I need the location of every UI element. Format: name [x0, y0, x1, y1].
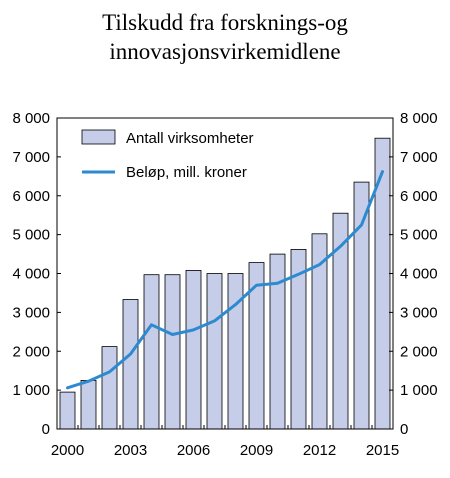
y-tick-label-right: 0 — [400, 421, 408, 438]
y-tick-label-left: 4 000 — [12, 266, 50, 283]
y-tick-label-left: 7 000 — [12, 149, 50, 166]
legend-label-line: Beløp, mill. kroner — [126, 164, 247, 181]
y-tick-label-right: 5 000 — [400, 227, 438, 244]
x-tick-label: 2000 — [51, 442, 84, 459]
y-tick-label-right: 6 000 — [400, 188, 438, 205]
bar — [143, 274, 160, 430]
bar — [59, 391, 76, 430]
x-tick-label: 2006 — [177, 442, 210, 459]
bar — [206, 273, 223, 430]
y-tick-label-right: 3 000 — [400, 304, 438, 321]
line-path — [66, 170, 384, 390]
axes: 0 0 1 000 1 000 2 000 2 000 3 000 3 000 4 000 4 0… — [12, 110, 437, 459]
x-tick-label: 2015 — [366, 442, 399, 459]
y-tick-label-right: 7 000 — [400, 149, 438, 166]
y-tick-label-left: 6 000 — [12, 188, 50, 205]
y-tick-label-right: 8 000 — [400, 110, 438, 127]
x-tick-label: 2003 — [114, 442, 147, 459]
bar — [101, 346, 118, 430]
legend-label-bar: Antall virksomheter — [126, 130, 254, 147]
bar — [122, 299, 139, 430]
legend: Antall virksomheter Beløp, mill. kroner — [81, 129, 254, 181]
y-tick-label-left: 2 000 — [12, 343, 50, 360]
chart-title: Tilskudd fra forsknings-og innovasjonsvi… — [0, 8, 450, 66]
chart-title-line-1: Tilskudd fra forsknings-og — [102, 10, 348, 35]
x-tick-label: 2012 — [303, 442, 336, 459]
y-tick-label-right: 2 000 — [400, 343, 438, 360]
legend-swatch-bar — [81, 129, 116, 145]
bar — [185, 269, 202, 430]
bar-series — [59, 137, 391, 430]
y-tick-label-left: 3 000 — [12, 304, 50, 321]
bar — [227, 273, 244, 430]
y-tick-label-left: 8 000 — [12, 110, 50, 127]
y-tick-label-right: 1 000 — [400, 382, 438, 399]
chart-title-line-2: innovasjonsvirkemidlene — [109, 39, 341, 64]
y-tick-label-right: 4 000 — [400, 266, 438, 283]
bar — [80, 379, 97, 430]
bar — [164, 274, 181, 430]
y-tick-label-left: 1 000 — [12, 382, 50, 399]
bar — [248, 262, 265, 430]
x-tick-label: 2009 — [240, 442, 273, 459]
y-tick-label-left: 5 000 — [12, 227, 50, 244]
y-tick-label-left: 0 — [42, 421, 50, 438]
bar — [353, 181, 370, 430]
line-series — [66, 170, 384, 390]
